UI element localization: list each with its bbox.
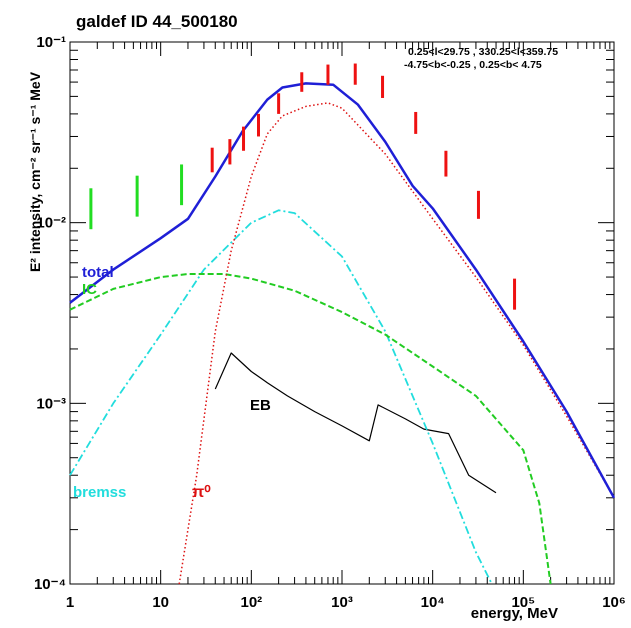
label-ic: IC xyxy=(82,281,97,298)
region-text-line-1: 0.25<l<29.75 , 330.25<l<359.75 xyxy=(408,46,558,58)
x-tick-label: 10³ xyxy=(331,594,353,611)
chart-title: galdef ID 44_500180 xyxy=(76,12,238,31)
series-pi0-line xyxy=(178,102,615,585)
series-eb-line xyxy=(214,352,497,494)
label-total: total xyxy=(82,264,114,281)
y-axis-label: E² intensity, cm⁻² sr⁻¹ s⁻¹ MeV xyxy=(27,71,43,272)
label-eb: EB xyxy=(250,397,271,414)
y-tick-label: 10⁻⁴ xyxy=(34,576,66,593)
series-total-line xyxy=(69,82,616,499)
y-tick-label: 10⁻² xyxy=(36,215,66,232)
x-tick-label: 10 xyxy=(152,594,169,611)
x-tick-label: 1 xyxy=(66,594,74,611)
series-layer xyxy=(69,82,616,585)
label-pi0: π⁰ xyxy=(192,484,211,501)
series-ic-line xyxy=(69,273,552,585)
x-tick-label: 10⁴ xyxy=(421,594,445,611)
x-axis-label: energy, MeV xyxy=(471,605,558,622)
data-points xyxy=(89,63,517,310)
label-bremss: bremss xyxy=(73,484,126,501)
y-tick-label: 10⁻³ xyxy=(36,395,66,412)
x-tick-label: 10² xyxy=(240,594,262,611)
region-text-line-2: -4.75<b<-0.25 , 0.25<b< 4.75 xyxy=(404,59,542,71)
y-tick-label: 10⁻¹ xyxy=(36,34,66,51)
x-tick-label: 10⁶ xyxy=(602,594,626,611)
y-axis: 10⁻⁴ 10⁻³ 10⁻² 10⁻¹ xyxy=(34,34,614,593)
x-tick-label: 10⁵ xyxy=(511,594,535,611)
x-axis: 1 10 10² 10³ 10⁴ 10⁵ 10⁶ xyxy=(66,42,626,611)
